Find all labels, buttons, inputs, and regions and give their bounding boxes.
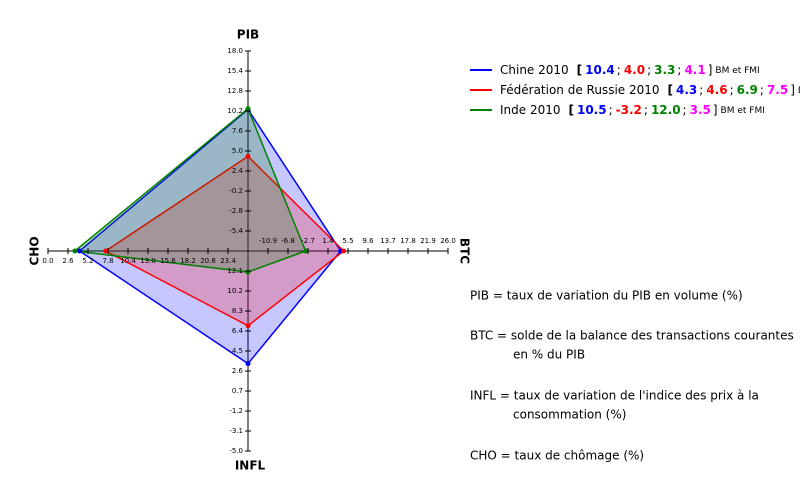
definition: en % du PIB [513,348,585,362]
tick-label: 13.0 [140,257,156,265]
legend-name: Inde 2010 [500,103,561,117]
axis-title: CHO [28,236,42,265]
definition: consommation (%) [513,408,626,422]
legend-value: 3.5 [690,103,711,117]
tick-label: 10.2 [227,287,243,295]
tick-label: 8.3 [232,307,243,315]
tick-label: -2.7 [301,237,315,245]
legend-value: 4.1 [684,63,705,77]
tick-label: 17.8 [400,237,416,245]
punct: [ [668,83,673,97]
point [72,248,78,254]
legend-value: 6.9 [737,83,758,97]
tick-label: 12.8 [227,87,243,95]
tick-label: 2.6 [62,257,74,265]
legend-entry: Fédération de Russie 2010[4.3; 4.6; 6.9; 7.… [500,83,800,97]
tick-label: 15.4 [227,67,243,75]
tick-label: 5.2 [82,257,93,265]
legend-value: 12.0 [651,103,681,117]
tick-label: 5.5 [342,237,353,245]
tick-label: 0.7 [232,387,243,395]
legend-value: -3.2 [616,103,642,117]
definition: INFL = taux de variation de l'indice des… [470,389,759,403]
legend-name: Fédération de Russie 2010 [500,83,660,97]
point [341,248,347,254]
tick-label: 9.6 [362,237,374,245]
tick-label: 1.4 [322,237,334,245]
legend-source: BM et FMI [798,86,800,96]
point [245,361,251,367]
legend-source: BM et FMI [721,106,765,116]
legend-name: Chine 2010 [500,63,569,77]
tick-label: 13.7 [380,237,396,245]
tick-label: 26.0 [440,237,456,245]
tick-label: -2.8 [229,207,243,215]
definition: BTC = solde de la balance des transactio… [470,329,794,343]
punct: [ [577,63,582,77]
tick-label: 20.8 [200,257,216,265]
definition: PIB = taux de variation du PIB en volume… [470,289,743,303]
tick-label: 7.8 [102,257,113,265]
punct: ; [609,103,613,117]
legend-source: BM et FMI [715,66,759,76]
tick-label: -10.9 [259,237,277,245]
punct: ; [760,83,764,97]
axis-title: BTC [458,238,472,264]
point [245,106,251,112]
point [245,323,251,329]
punct: ; [617,63,621,77]
punct: [ [569,103,574,117]
punct: ; [647,63,651,77]
tick-label: 10.2 [227,107,243,115]
tick-label: -5.4 [229,227,243,235]
axis-title: INFL [235,459,266,473]
tick-label: 18.0 [227,47,243,55]
legend-value: 7.5 [767,83,788,97]
tick-label: 7.6 [232,127,244,135]
point [103,248,109,254]
legend-value: 4.0 [624,63,645,77]
tick-label: -0.2 [229,187,243,195]
tick-label: -5.0 [229,447,243,455]
punct: ] [713,103,718,117]
tick-label: 12.1 [227,267,243,275]
point [303,248,309,254]
punct: ; [699,83,703,97]
tick-label: 21.9 [420,237,436,245]
axis-title: PIB [237,28,259,42]
legend-value: 4.3 [676,83,697,97]
tick-label: 5.0 [232,147,243,155]
point [245,269,251,275]
tick-label: 15.6 [160,257,176,265]
tick-label: 2.4 [232,167,244,175]
tick-label: -3.1 [229,427,243,435]
legend-value: 10.4 [585,63,615,77]
point [245,153,251,159]
tick-label: 4.5 [232,347,243,355]
tick-label: 23.4 [220,257,236,265]
punct: ; [677,63,681,77]
tick-label: 0.0 [42,257,53,265]
tick-label: 6.4 [232,327,244,335]
series-area [73,107,307,273]
punct: ; [683,103,687,117]
tick-label: 2.6 [232,367,244,375]
punct: ; [644,103,648,117]
legend-value: 10.5 [577,103,607,117]
legend-entry: Inde 2010[10.5; -3.2; 12.0; 3.5] BM et FMI [500,103,765,117]
legend-entry: Chine 2010[10.4; 4.0; 3.3; 4.1] BM et FMI [500,63,760,77]
punct: ; [730,83,734,97]
tick-label: 18.2 [180,257,196,265]
definition: CHO = taux de chômage (%) [470,449,644,463]
legend-value: 4.6 [706,83,727,97]
legend-value: 3.3 [654,63,675,77]
tick-label: -1.2 [229,407,243,415]
point [77,248,83,254]
tick-label: 10.4 [120,257,136,265]
punct: ] [790,83,795,97]
punct: ] [708,63,713,77]
tick-label: -6.8 [281,237,295,245]
